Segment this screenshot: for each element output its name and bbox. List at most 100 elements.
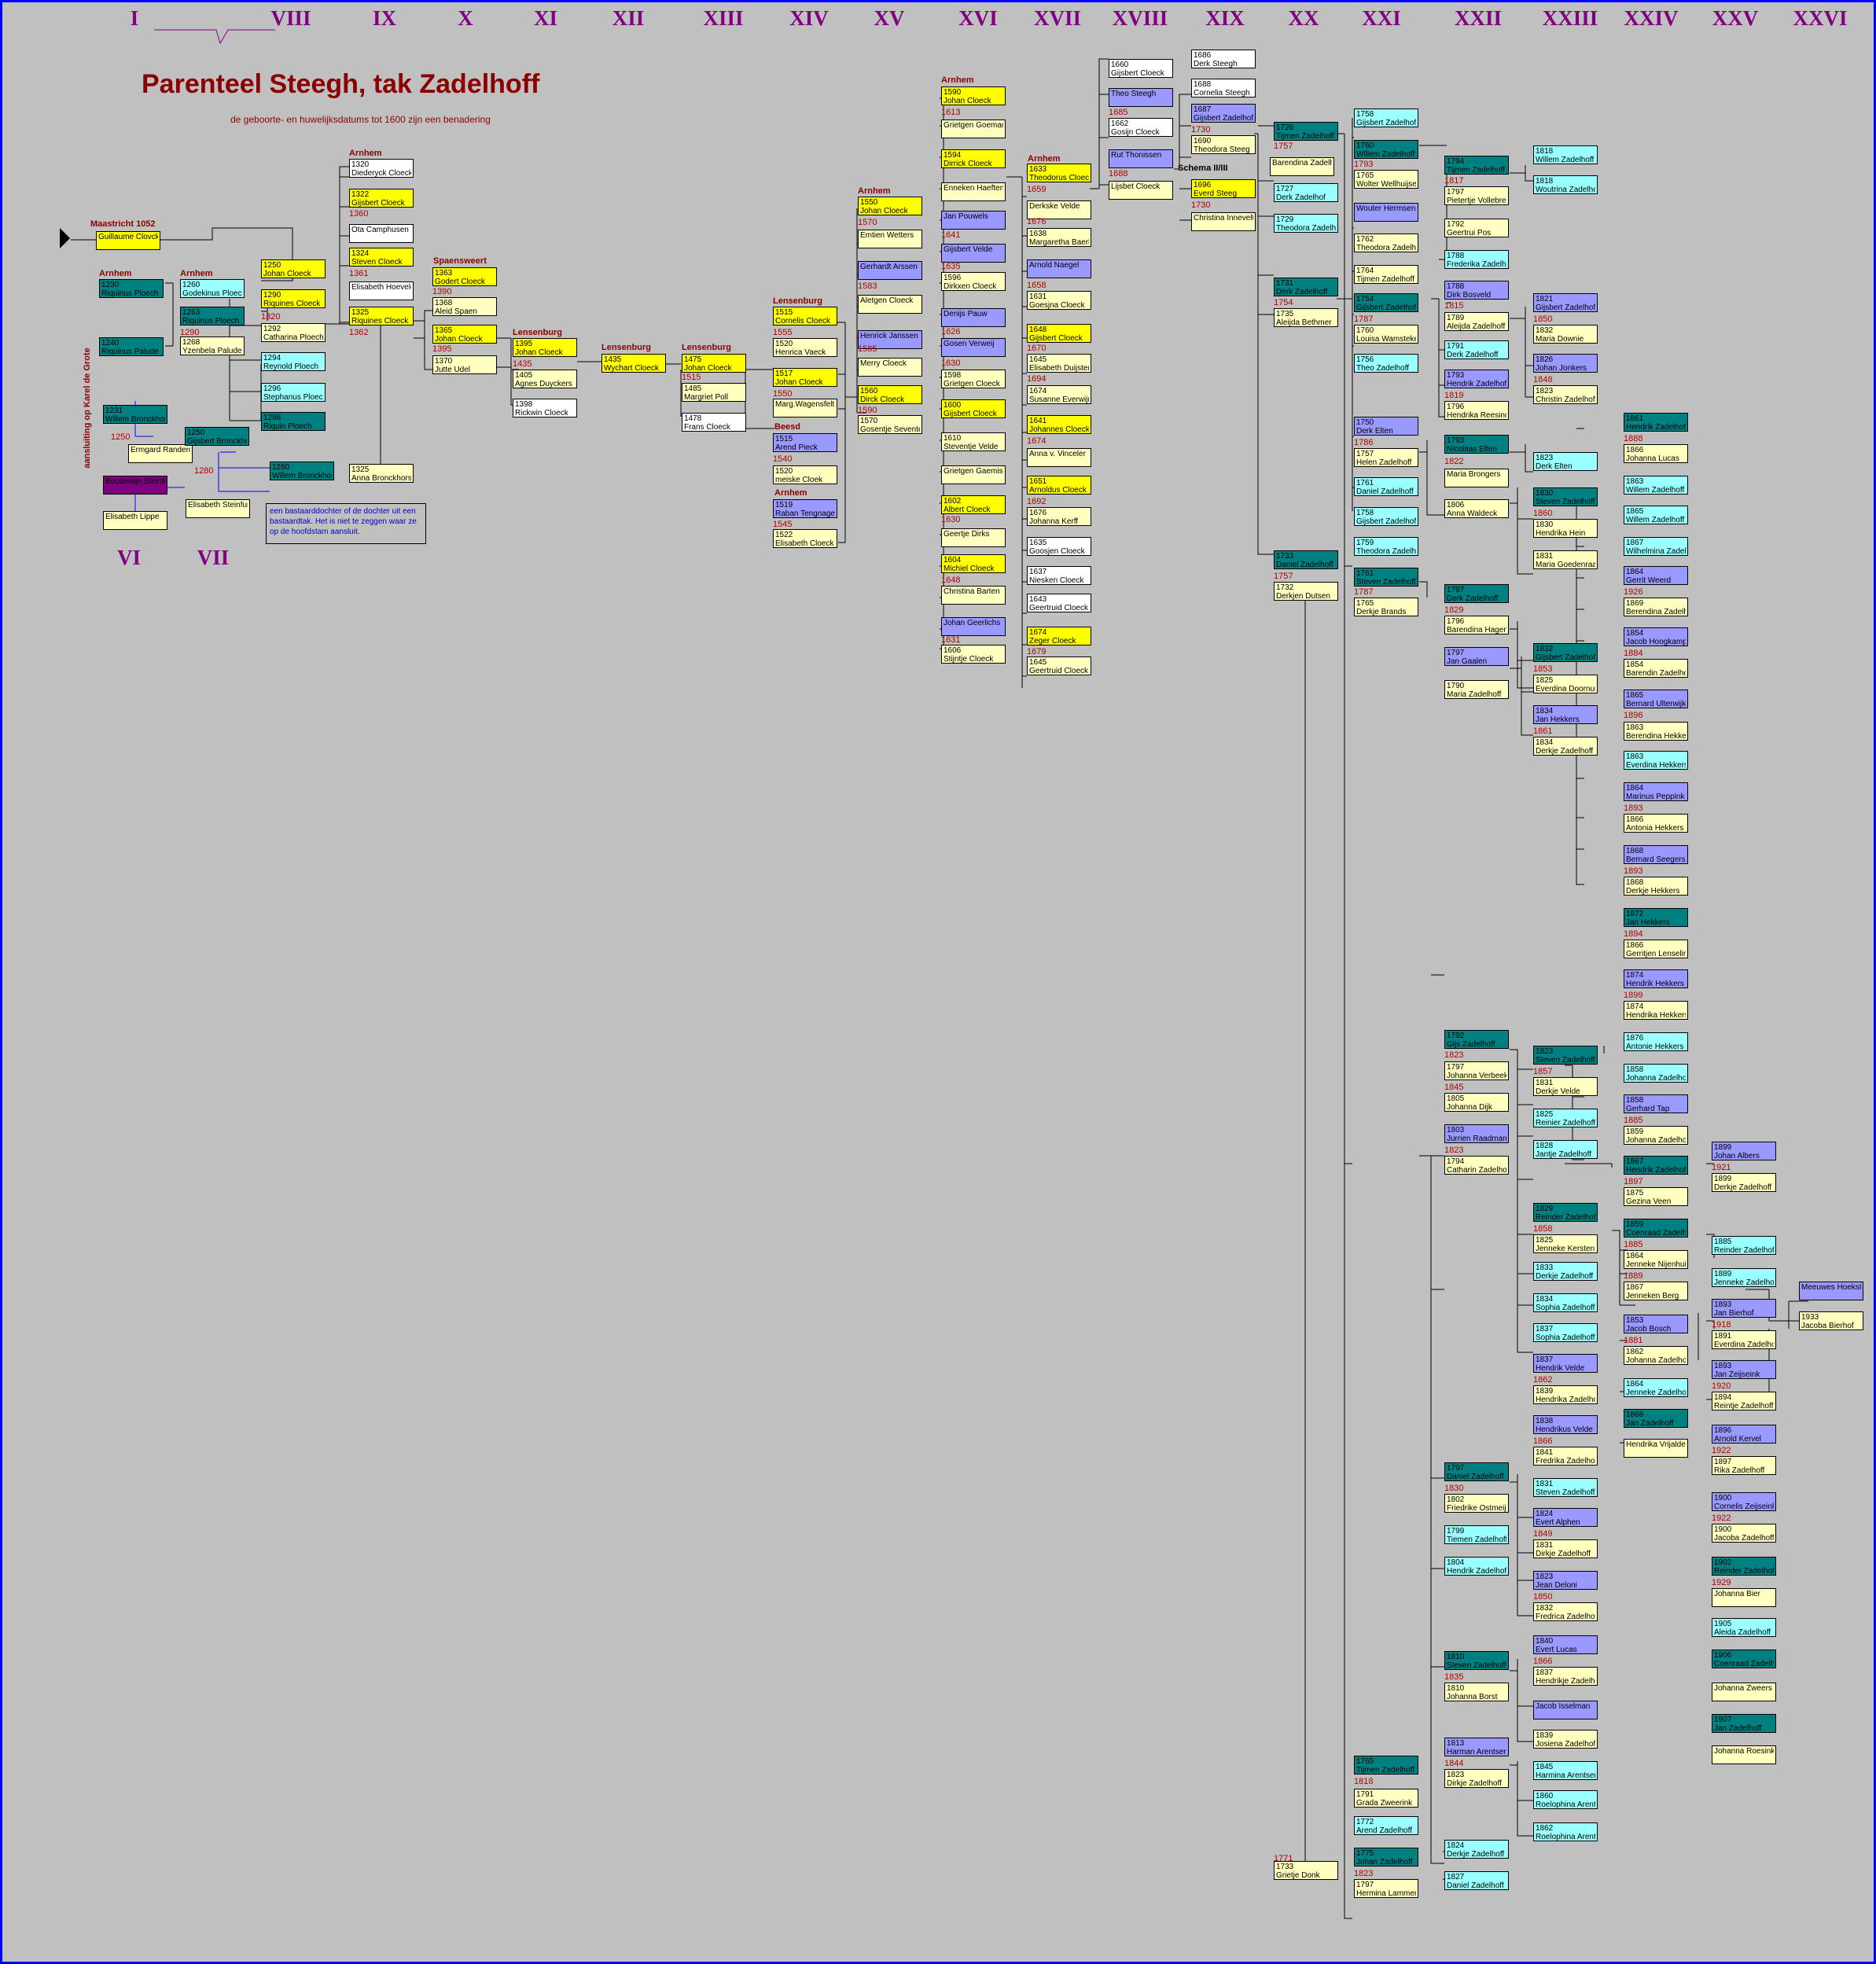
person-name: Fredrica Zadelhoff [1536,1613,1595,1621]
person-name: Steven Zadelhoff [1536,498,1595,506]
generation-label: VI [116,546,142,569]
person-name: Roelophina Arentsen [1536,1800,1595,1809]
marriage-date: 1555 [773,328,793,337]
person-name: Louisa Wamsteker [1356,335,1416,344]
person-box: Gosen Verweij [941,338,1006,357]
marriage-date: 1835 [1444,1672,1464,1682]
person-name: Steven Cloeck [351,258,403,267]
marriage-date: 1658 [1027,281,1047,290]
person-birth-year: 1320 [351,160,370,169]
person-birth-year: 1363 [435,269,453,278]
person-birth-year: 1760 [1356,142,1374,150]
place-label: Maastricht 1052 [90,219,156,229]
person-name: Derkje Zadelhoff [1714,1183,1772,1192]
person-birth-year: 1560 [860,387,878,395]
person-name: Cornelis Cloeck [775,317,831,325]
person-birth-year: 1797 [1447,1063,1465,1072]
person-birth-year: 1864 [1626,568,1644,576]
person-name: Everdina Doornum [1536,685,1595,693]
person-birth-year: 1230 [101,281,120,289]
person-box: 1395 Johan Cloeck [513,338,577,357]
person-birth-year: 1831 [1536,552,1554,561]
person-box: 1796 Hendrika Reesinck [1444,401,1509,420]
person-name: Johanna Roesink [1714,1747,1774,1756]
person-box: 1363 Godert Cloeck [432,267,497,286]
person-name: Coenraad Zadelhoff [1626,1229,1686,1238]
person-box: 1560 Dirck Cloeck [858,385,922,404]
person-box: 1797 Johanna Verbeek [1444,1061,1509,1080]
person-name: Johanna Dijk [1447,1103,1492,1112]
person-name: Arnold Kervel [1714,1435,1762,1444]
person-box: 1891 Everdina Zadelhoff [1712,1330,1776,1349]
person-box: 1864 Jenneke Nijenhuis [1624,1250,1688,1269]
person-birth-year: 1861 [1626,414,1644,423]
person-name: Grietgen Gaemis [944,467,1003,476]
person-box: 1435 Wychart Cloeck [601,354,666,373]
marriage-date: 1858 [1533,1224,1553,1234]
person-name: Jan Zeijseink [1714,1370,1760,1379]
person-box: 1687 Gijsbert Zadelhoff [1191,104,1256,123]
person-name: Jenneken Berg [1626,1292,1679,1300]
person-birth-year: 1885 [1714,1238,1732,1246]
person-birth-year: 1756 [1356,355,1374,364]
person-name: Bernard Seegers [1626,855,1686,864]
person-name: Steven Zadelhoff [1536,1056,1595,1065]
person-box: 1793 Hendrik Zadelhoff [1444,370,1509,388]
person-birth-year: 1821 [1536,295,1554,303]
person-name: Sophia Zadelhoff [1536,1333,1595,1342]
person-box: 1885 Reinder Zadelhoff [1712,1236,1776,1255]
marriage-date: 1648 [941,576,961,585]
person-box: 1933 Jacoba Bierhof [1799,1311,1863,1330]
person-birth-year: 1830 [1536,489,1554,498]
person-box: 1875 Gezina Veen [1624,1187,1688,1206]
person-name: Gerhard Tap [1626,1105,1670,1113]
marriage-date: 1360 [349,209,369,219]
person-birth-year: 1863 [1626,477,1644,486]
person-box: 1765 Tijmen Zadelhoff [1354,1756,1418,1775]
person-name: Helen Zadelhoff [1356,458,1412,467]
generation-label: XVIII [1112,6,1168,30]
marriage-date: 1570 [858,218,877,227]
person-birth-year: 1845 [1536,1763,1554,1771]
person-birth-year: 1268 [182,338,200,347]
person-name: Geertruid Cloeck [1029,604,1089,612]
person-name: Christina Innevelt [1194,214,1253,223]
person-name: Jacoba Zadelhoff [1714,1534,1774,1543]
person-birth-year: 1823 [1447,1771,1465,1779]
person-birth-year: 1853 [1626,1316,1644,1325]
person-box: 1905 Aleida Zadelhoff [1712,1618,1776,1637]
person-name: Denijs Pauw [944,310,988,318]
person-birth-year: 1519 [775,501,793,509]
person-box: 1750 Derk Elten [1354,417,1418,436]
person-birth-year: 1398 [515,400,533,409]
person-birth-year: 1240 [101,339,120,348]
marriage-date: 1590 [858,406,877,415]
place-label: Lensenburg [601,343,651,352]
person-box: 1794 Catharin Zadelhoff [1444,1156,1509,1175]
marriage-date: 1920 [1712,1381,1731,1391]
place-label: Arnhem [941,75,974,85]
marriage-date: 1688 [1109,169,1128,178]
person-box: Johan Geerlichs [941,617,1006,636]
person-box: 1867 Jenneken Berg [1624,1282,1688,1300]
person-name: Johanna Zweers [1714,1684,1772,1693]
person-box: 1686 Derk Steegh [1191,50,1256,68]
person-box: Grietgen Gaemis [941,465,1006,484]
person-box: 1876 Antonie Hekkers [1624,1032,1688,1051]
person-name: Coenraad Zadelhoff [1714,1660,1774,1668]
marriage-date: 1641 [941,230,961,240]
marriage-date: 1849 [1533,1529,1553,1539]
person-birth-year: 1688 [1194,80,1212,89]
person-birth-year: 1868 [1626,878,1644,887]
person-box: Hendrika Vrijaldenhoven [1624,1439,1688,1458]
person-name: Dirk Bosveld [1447,291,1492,300]
person-box: 1825 Reinier Zadelhoff [1533,1109,1598,1127]
person-name: Barendina Hagen [1447,626,1506,634]
person-birth-year: 1797 [1447,188,1465,197]
person-name: Willem Zadelhoff [1536,156,1595,164]
person-birth-year: 1733 [1276,1863,1294,1871]
person-name: Goosjen Cloeck [1029,547,1085,556]
